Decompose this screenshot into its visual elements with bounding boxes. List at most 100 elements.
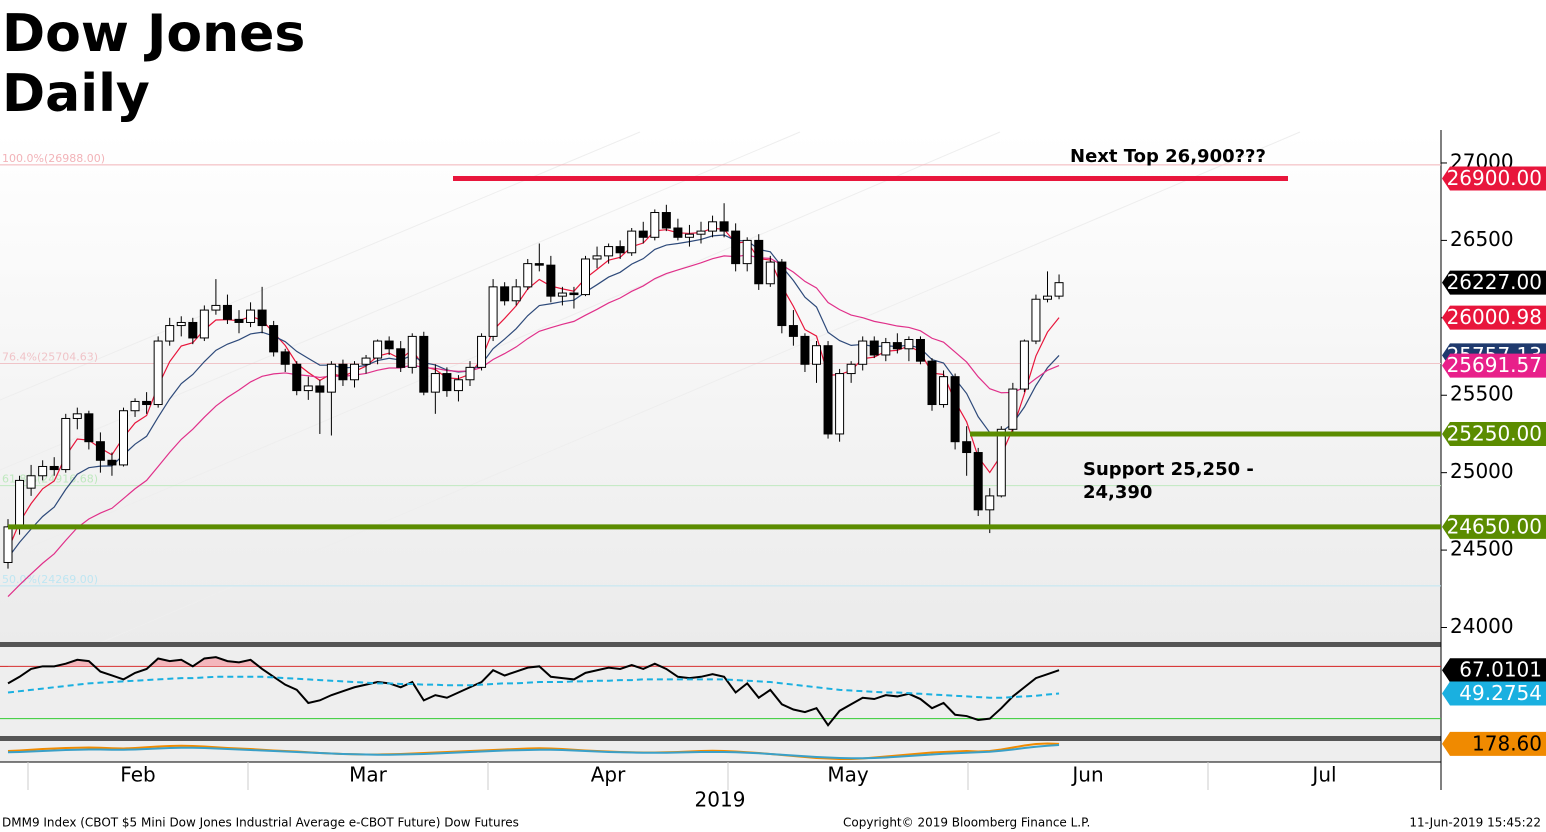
candle-body [731, 230, 741, 265]
y-tick-label: 25500 [1450, 382, 1514, 406]
footer-center: Copyright© 2019 Bloomberg Finance L.P. [843, 816, 1090, 830]
candle-body [627, 230, 637, 254]
candle-body [326, 363, 336, 393]
candle-body [950, 376, 960, 443]
annotation: Next Top 26,900??? [1070, 146, 1266, 167]
price-tag-box [1442, 731, 1546, 756]
candle-body [1031, 298, 1041, 342]
candle-body [835, 373, 845, 435]
candle-body [800, 335, 810, 365]
candle-body [465, 366, 475, 381]
candle-body [269, 325, 279, 353]
price-tag-label: 24650.00 [1447, 514, 1542, 538]
candle-body [153, 340, 163, 406]
candle-body [1008, 388, 1018, 430]
series-line [7, 675, 1060, 699]
candle-body [280, 351, 290, 365]
candle-body [546, 264, 556, 297]
price-tag-label: 49.2754 [1459, 681, 1542, 705]
fib-label: 76.4%(25704.63) [2, 351, 98, 364]
price-tag-label: 26000.98 [1447, 305, 1542, 329]
x-tick-label: Mar [349, 763, 388, 787]
candle-body [61, 417, 71, 471]
candle-body [234, 318, 244, 323]
annotation: 24,390 [1083, 482, 1152, 503]
candle-body [927, 360, 937, 406]
candle-body [904, 338, 914, 350]
candle-body [638, 230, 648, 238]
candle-body [869, 340, 879, 356]
price-tag-box [1442, 166, 1546, 191]
y-tick-label: 24000 [1450, 614, 1514, 638]
candle-body [511, 286, 521, 302]
fib-label: 50.0%(24269.00) [2, 573, 98, 586]
price-tag-label: 178.60 [1472, 731, 1542, 755]
candle-body [523, 263, 533, 288]
candle-body [788, 325, 798, 337]
fib-label: 61.8%(24916.68) [2, 473, 98, 486]
price-tag-box [1442, 270, 1546, 295]
price-tag-box [1442, 514, 1546, 539]
candle-body [604, 246, 614, 257]
candle-body [1043, 295, 1052, 300]
candle-body [84, 413, 94, 443]
series-line [7, 254, 1060, 597]
candle-body [673, 227, 683, 238]
candle-body [315, 385, 325, 393]
candle-body [754, 239, 764, 285]
candle-body [892, 342, 902, 350]
candle-body [581, 258, 590, 296]
x-axis-title: 2019 [695, 788, 746, 812]
panel-divider [0, 736, 1441, 741]
candle-body [303, 385, 313, 392]
candle-body [373, 340, 383, 359]
candle-body [165, 325, 175, 342]
fib-label: 100.0%(26988.00) [2, 152, 105, 165]
price-tag: 25250.00 [1442, 421, 1546, 446]
price-tag: 26000.98 [1442, 305, 1546, 330]
candle-body [777, 261, 787, 327]
candle-body [246, 309, 256, 323]
candle-body [708, 221, 718, 232]
candle-body [15, 479, 25, 528]
candle-body [939, 376, 949, 406]
price-tag: 67.0101 [1442, 658, 1546, 683]
candle-body [477, 335, 487, 368]
candle-body [292, 363, 302, 392]
candle-body [396, 348, 406, 368]
candle-body [199, 309, 209, 339]
candle-body [442, 373, 452, 392]
candle-body [257, 309, 267, 327]
price-tag: 49.2754 [1442, 681, 1546, 706]
series-line [7, 744, 1060, 760]
footer-right: 11-Jun-2019 15:45:22 [1409, 816, 1541, 830]
footer-left: DMM9 Index (CBOT $5 Mini Dow Jones Indus… [2, 816, 519, 830]
candle-body [500, 286, 510, 302]
price-tag-box [1442, 421, 1546, 446]
candle-body [384, 340, 394, 350]
candle-body [3, 526, 13, 563]
candle-body [846, 363, 856, 375]
price-tag-label: 25250.00 [1447, 421, 1542, 445]
candle-body [569, 292, 579, 296]
candle-body [858, 340, 868, 365]
candle-body [338, 363, 348, 381]
price-tag: 25691.57 [1442, 353, 1546, 378]
y-tick-label: 25000 [1450, 459, 1514, 483]
candle-body [996, 428, 1006, 497]
price-tag: 26900.00 [1442, 166, 1546, 191]
candle-body [823, 345, 833, 435]
price-tag-label: 26227.00 [1447, 270, 1542, 294]
candle-body [719, 221, 729, 232]
candle-body [765, 261, 775, 285]
panel-divider [0, 642, 1441, 647]
candle-body [72, 413, 82, 419]
candle-body [49, 465, 59, 471]
candle-body [881, 342, 891, 356]
x-tick-label: Jul [1310, 763, 1336, 787]
price-tag-label: 26900.00 [1447, 166, 1542, 190]
candle-body [130, 400, 140, 412]
y-tick-label: 26500 [1450, 227, 1514, 251]
x-tick-label: May [827, 763, 869, 787]
